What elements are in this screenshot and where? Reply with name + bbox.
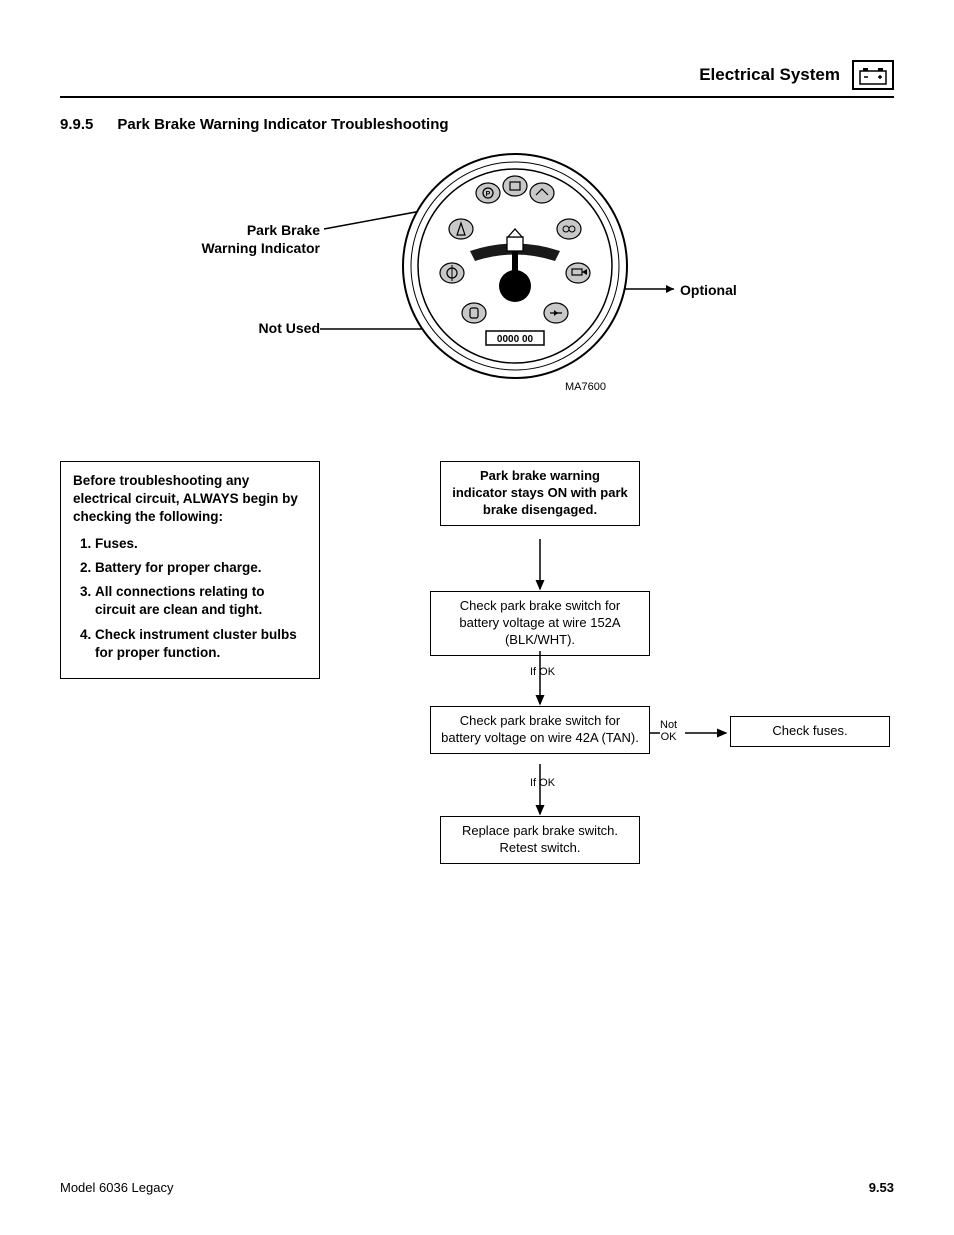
footer-model: Model 6036 Legacy [60,1180,173,1195]
gauge-svg: P [400,151,630,381]
header-rule [60,96,894,98]
section-number: 9.9.5 [60,116,93,133]
svg-text:P: P [486,191,491,198]
checklist-box: Before troubleshooting any electrical ci… [60,461,320,679]
checklist-item: Check instrument cluster bulbs for prope… [95,626,307,662]
checklist-item: Battery for proper charge. [95,559,307,577]
checklist-item: Fuses. [95,535,307,553]
battery-icon [852,60,894,90]
flowchart: Park brake warning indicator stays ON wi… [360,461,894,881]
page-header-title: Electrical System [699,65,840,85]
checklist-item: All connections relating to circuit are … [95,583,307,619]
checklist-intro: Before troubleshooting any electrical ci… [73,472,307,527]
section-title: Park Brake Warning Indicator Troubleshoo… [117,116,448,133]
footer-page: 9.53 [869,1180,894,1195]
odometer-text: 0000 00 [497,334,534,345]
